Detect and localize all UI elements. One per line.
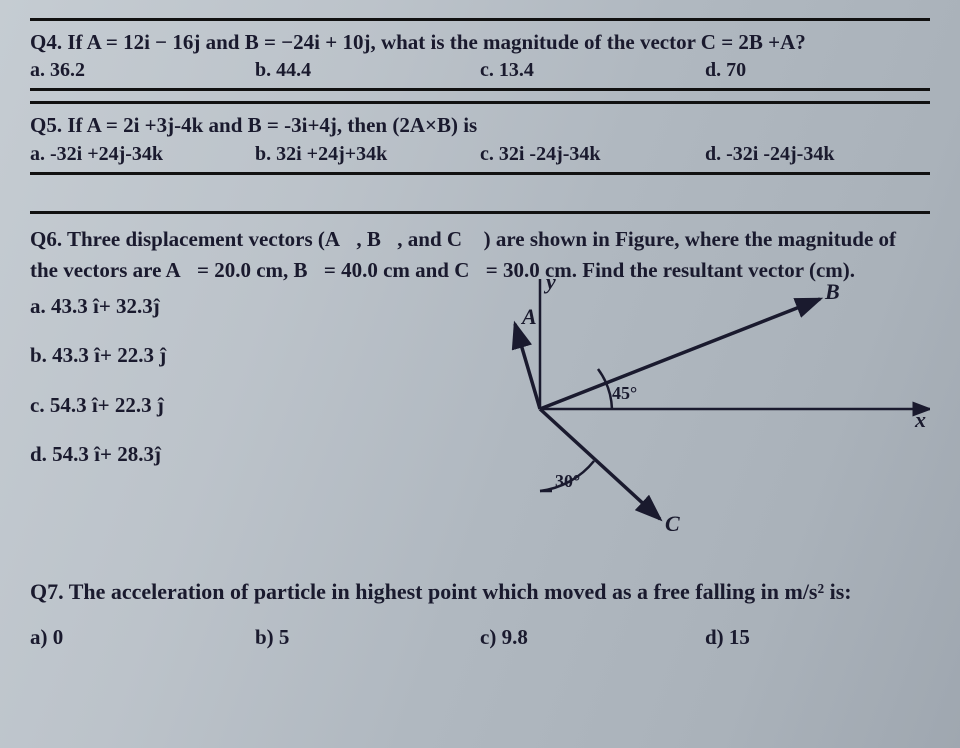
angle-45-label: 45° [612, 383, 637, 403]
q4-stem: Q4. If A = 12i − 16j and B = −24i + 10j,… [30, 27, 930, 57]
q5-opt-d: d. -32i -24j-34k [705, 143, 930, 166]
q4-opt-c: c. 13.4 [480, 59, 705, 82]
vector-a-label: A⃗ [520, 304, 554, 329]
vector-a [515, 324, 540, 409]
q6-options: a. 43.3 î+ 32.3ĵ b. 43.3 î+ 22.3 ĵ c. 54… [30, 287, 290, 547]
q6-opt-d: d. 54.3 î+ 28.3ĵ [30, 439, 290, 471]
q7-opt-d: d) 15 [705, 622, 930, 654]
q5-options: a. -32i +24j-34k b. 32i +24j+34k c. 32i … [30, 143, 930, 166]
vector-c [540, 409, 660, 519]
q7-opt-c: c) 9.8 [480, 622, 705, 654]
q4-opt-d: d. 70 [705, 59, 930, 82]
question-6: Q6. Three displacement vectors (A⃗, B⃗, … [30, 211, 930, 547]
vector-c-label: C⃗ [665, 511, 697, 536]
q4-options: a. 36.2 b. 44.4 c. 13.4 d. 70 [30, 59, 930, 82]
q5-opt-b: b. 32i +24j+34k [255, 143, 480, 166]
q5-opt-a: a. -32i +24j-34k [30, 143, 255, 166]
q6-opt-c: c. 54.3 î+ 22.3 ĵ [30, 390, 290, 422]
q5-opt-c: c. 32i -24j-34k [480, 143, 705, 166]
q7-opt-b: b) 5 [255, 622, 480, 654]
y-axis-label: y [543, 269, 556, 294]
question-5: Q5. If A = 2i +3j-4k and B = -3i+4j, the… [30, 101, 930, 174]
q4-opt-b: b. 44.4 [255, 59, 480, 82]
q6-opt-a: a. 43.3 î+ 32.3ĵ [30, 291, 290, 323]
q5-stem: Q5. If A = 2i +3j-4k and B = -3i+4j, the… [30, 110, 930, 140]
q7-options: a) 0 b) 5 c) 9.8 d) 15 [30, 622, 960, 654]
x-axis-label: x [914, 407, 926, 432]
q6-diagram: y x A⃗ B⃗ 45° C⃗ 30° [290, 287, 930, 547]
q4-opt-a: a. 36.2 [30, 59, 255, 82]
q7-opt-a: a) 0 [30, 622, 255, 654]
arc-45 [598, 369, 612, 409]
vector-diagram: y x A⃗ B⃗ 45° C⃗ 30° [370, 269, 930, 549]
vector-b-label: B⃗ [824, 279, 857, 304]
angle-30-label: 30° [555, 471, 580, 491]
q7-stem: Q7. The acceleration of particle in high… [30, 575, 930, 608]
q6-stem-line1: Q6. Three displacement vectors (A⃗, B⃗, … [30, 224, 930, 256]
vector-b [540, 299, 820, 409]
question-7: Q7. The acceleration of particle in high… [30, 575, 930, 654]
q6-opt-b: b. 43.3 î+ 22.3 ĵ [30, 340, 290, 372]
question-4: Q4. If A = 12i − 16j and B = −24i + 10j,… [30, 18, 930, 91]
exam-page: Q4. If A = 12i − 16j and B = −24i + 10j,… [0, 0, 960, 748]
